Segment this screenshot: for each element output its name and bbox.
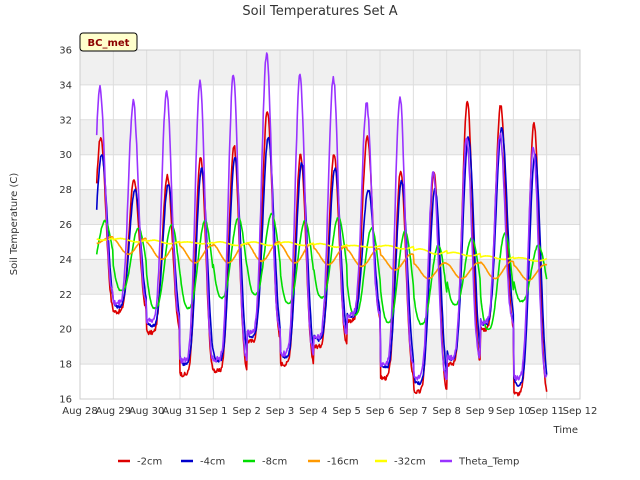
series-line-16cm — [96, 235, 548, 282]
station-badge-text: BC_met — [88, 38, 130, 49]
x-tick-label: Aug 31 — [162, 406, 197, 417]
legend-label: -8cm — [262, 457, 287, 468]
x-axis-label: Time — [553, 425, 578, 436]
y-axis-ticks: 16 18 20 22 24 26 28 30 32 34 36 — [59, 46, 72, 406]
y-tick-label: 28 — [59, 185, 72, 196]
plot-band — [80, 294, 580, 330]
y-tick-label: 26 — [59, 220, 72, 231]
series-line-32cm — [96, 237, 548, 263]
y-tick-label: 32 — [59, 115, 72, 126]
x-tick-label: Sep 5 — [332, 406, 360, 417]
y-tick-label: 22 — [59, 290, 72, 301]
x-tick-label: Sep 9 — [466, 406, 494, 417]
plot-band — [80, 329, 580, 365]
legend: -2cm -4cm -8cm -16cm -32cm Theta_Temp — [118, 457, 519, 468]
y-axis-label: Soil Temperature (C) — [9, 173, 20, 276]
x-tick-label: Sep 10 — [496, 406, 531, 417]
y-tick-label: 16 — [59, 395, 72, 406]
plot-band — [80, 50, 580, 85]
legend-label: -2cm — [137, 457, 162, 468]
y-tick-label: 18 — [59, 360, 72, 371]
y-tick-label: 24 — [59, 255, 72, 266]
chart-title: Soil Temperatures Set A — [242, 4, 397, 19]
y-tick-label: 36 — [59, 46, 72, 57]
station-badge-box — [79, 32, 138, 52]
y-tick-label: 34 — [59, 80, 72, 91]
x-tick-label: Aug 28 — [62, 406, 97, 417]
plot-band — [80, 364, 580, 399]
series-line-thetatemp — [95, 52, 548, 382]
x-tick-label: Sep 3 — [266, 406, 294, 417]
x-tick-label: Sep 12 — [563, 406, 598, 417]
x-tick-label: Sep 2 — [232, 406, 260, 417]
x-tick-label: Aug 30 — [129, 406, 164, 417]
series-lines — [95, 52, 548, 397]
x-tick-label: Aug 29 — [96, 406, 131, 417]
x-tick-label: Sep 11 — [529, 406, 564, 417]
x-tick-label: Sep 7 — [399, 406, 427, 417]
legend-label: Theta_Temp — [458, 457, 519, 468]
x-tick-label: Sep 6 — [366, 406, 394, 417]
legend-label: -4cm — [200, 457, 225, 468]
y-tick-label: 30 — [59, 150, 72, 161]
plot-frame — [79, 49, 581, 400]
y-tick-label: 20 — [59, 325, 72, 336]
station-badge: BC_met — [79, 32, 138, 52]
x-tick-label: Sep 1 — [199, 406, 227, 417]
x-tick-label: Sep 8 — [432, 406, 460, 417]
legend-label: -32cm — [394, 457, 426, 468]
legend-label: -16cm — [327, 457, 359, 468]
x-tick-label: Sep 4 — [299, 406, 327, 417]
